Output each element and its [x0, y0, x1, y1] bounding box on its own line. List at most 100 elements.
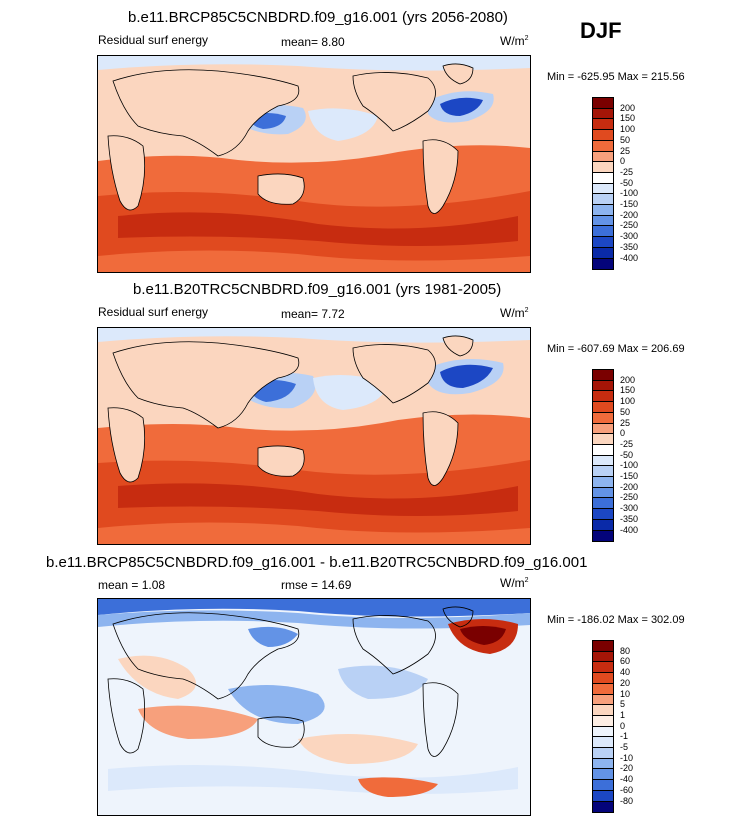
colorbar-tick-label: -5	[620, 742, 629, 752]
panel-1-minmax: Min = -625.95 Max = 215.56	[547, 71, 685, 83]
colorbar-swatch	[592, 390, 614, 403]
colorbar-tick-label: -300	[620, 231, 639, 242]
colorbar-tick-label: 5	[620, 699, 626, 710]
panel-2-colorbar: 200 150 100 50 25 0 -25 -50 -100 -150 -200 -250 -300…	[592, 369, 652, 545]
colorbar-tick-label: 60	[620, 656, 631, 667]
colorbar-swatch	[592, 236, 614, 248]
colorbar-swatch	[592, 725, 614, 738]
colorbar-tick-label: -50	[620, 449, 634, 460]
colorbar-tick-label: -150	[620, 471, 639, 481]
colorbar-swatch	[592, 476, 614, 488]
colorbar-swatch	[592, 518, 614, 531]
colorbar-swatch	[592, 672, 614, 684]
colorbar-swatch	[592, 714, 614, 727]
colorbar-swatch	[592, 433, 614, 445]
colorbar-swatch	[592, 182, 614, 195]
colorbar-tick-label: -25	[620, 166, 634, 177]
colorbar-swatch	[592, 97, 614, 109]
panel-3-contour-map	[98, 599, 530, 815]
colorbar-swatch	[592, 508, 614, 520]
panel-1-title: b.e11.BRCP85C5CNBDRD.f09_g16.001 (yrs 20…	[128, 9, 508, 26]
panel-1-variable-label: Residual surf energy	[98, 33, 209, 47]
colorbar-swatch	[592, 246, 614, 259]
colorbar-tick-label: 25	[620, 145, 631, 156]
colorbar-tick-label: 0	[620, 428, 626, 439]
colorbar-swatch	[592, 650, 614, 663]
colorbar-tick-label: 0	[620, 156, 626, 167]
colorbar-tick-label: -80	[620, 795, 634, 806]
colorbar-tick-label: -350	[620, 241, 639, 252]
panel-3-minmax: Min = -186.02 Max = 302.09	[547, 614, 685, 626]
colorbar-swatch	[592, 465, 614, 477]
colorbar-tick-label: -300	[620, 503, 639, 514]
panel-3-map	[97, 598, 531, 816]
colorbar-tick-label: 50	[620, 406, 631, 417]
colorbar-swatch	[592, 369, 614, 381]
colorbar-swatch	[592, 454, 614, 467]
colorbar-tick-label: 200	[620, 374, 636, 385]
colorbar-tick-label: 20	[620, 677, 631, 688]
colorbar-swatch	[592, 682, 614, 695]
colorbar-swatch	[592, 768, 614, 781]
colorbar-swatch	[592, 139, 614, 152]
colorbar-swatch	[592, 800, 614, 814]
colorbar-swatch	[592, 107, 614, 120]
season-label: DJF	[580, 18, 622, 43]
colorbar-tick-label: -200	[620, 481, 639, 492]
panel-3-mean-label: mean = 1.08	[98, 578, 166, 592]
colorbar-swatch	[592, 204, 614, 216]
colorbar-tick-label: 40	[620, 667, 631, 678]
colorbar-tick-label: 100	[620, 396, 636, 407]
panel-2-mean-label: mean= 7.72	[281, 307, 345, 321]
colorbar-tick-label: -60	[620, 784, 634, 795]
colorbar-swatch	[592, 193, 614, 205]
colorbar-tick-label: -250	[620, 220, 639, 231]
colorbar-tick-label: 150	[620, 113, 636, 124]
colorbar-swatch	[592, 118, 614, 131]
panel-2-variable-label: Residual surf energy	[98, 305, 209, 319]
colorbar-tick-label: -50	[620, 177, 634, 188]
panel-2-units: W/m2	[500, 306, 529, 320]
panel-2-contour-map	[98, 328, 530, 544]
panel-3-rmse-label: rmse = 14.69	[281, 578, 352, 592]
colorbar-tick-label: 0	[620, 720, 626, 731]
colorbar-swatch	[592, 225, 614, 238]
colorbar-tick-label: -100	[620, 460, 639, 471]
panel-1-units: W/m2	[500, 34, 529, 48]
colorbar-swatch	[592, 704, 614, 716]
colorbar-tick-label: 50	[620, 134, 631, 145]
colorbar-tick-label: -10	[620, 752, 634, 763]
panel-3-title: b.e11.BRCP85C5CNBDRD.f09_g16.001 - b.e11…	[46, 554, 588, 571]
colorbar-swatch	[592, 747, 614, 759]
colorbar-tick-label: 25	[620, 417, 631, 428]
panel-1-contour-map	[98, 56, 530, 272]
colorbar-tick-label: -100	[620, 188, 639, 199]
panel-2-minmax: Min = -607.69 Max = 206.69	[547, 343, 685, 355]
colorbar-swatch	[592, 257, 614, 271]
colorbar-swatch	[592, 497, 614, 510]
colorbar-swatch	[592, 779, 614, 791]
colorbar-swatch	[592, 529, 614, 543]
colorbar-swatch	[592, 789, 614, 802]
colorbar-tick-label: -40	[620, 774, 634, 785]
panel-2-title: b.e11.B20TRC5CNBDRD.f09_g16.001 (yrs 198…	[133, 281, 502, 298]
colorbar-tick-label: -150	[620, 199, 639, 209]
panel-2-map	[97, 327, 531, 545]
colorbar-swatch	[592, 401, 614, 413]
colorbar-tick-label: -350	[620, 513, 639, 524]
colorbar-tick-label: 10	[620, 688, 631, 699]
colorbar-tick-label: -25	[620, 438, 634, 449]
colorbar-tick-label: -200	[620, 209, 639, 220]
colorbar-swatch	[592, 171, 614, 184]
panel-1-map	[97, 55, 531, 273]
panel-3-units: W/m2	[500, 576, 529, 590]
colorbar-tick-label: 1	[620, 709, 626, 720]
colorbar-swatch	[592, 443, 614, 456]
colorbar-swatch	[592, 214, 614, 227]
colorbar-swatch	[592, 693, 614, 706]
colorbar-tick-label: 100	[620, 124, 636, 135]
colorbar-swatch	[592, 422, 614, 435]
colorbar-swatch	[592, 411, 614, 424]
colorbar-swatch	[592, 736, 614, 748]
panel-3-colorbar: 80 60 40 20 10 5 1 0 -1 -5 -10 -20 -40 -60 -80	[592, 640, 652, 816]
